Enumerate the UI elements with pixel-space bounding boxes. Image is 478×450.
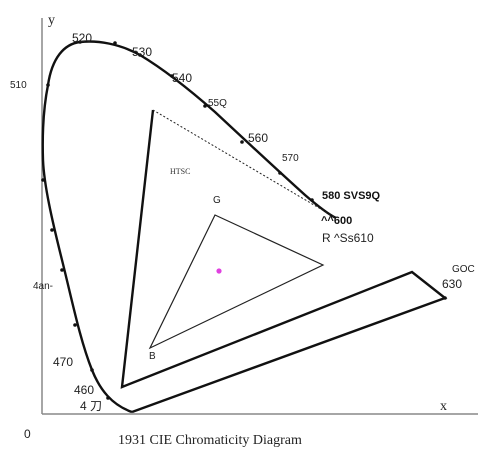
wavelength-450-label: 4 刀 — [80, 399, 102, 413]
diagram-caption: 1931 CIE Chromaticity Diagram — [118, 433, 302, 448]
wavelength-630-label: 630 — [442, 277, 462, 291]
outer-gamut-line — [120, 109, 448, 414]
x-axis-label: x — [440, 399, 447, 414]
wavelength-520-label: 520 — [72, 31, 92, 45]
ntsc-label: HTSC — [170, 167, 190, 176]
wavelength-470-label: 470 — [53, 355, 73, 369]
locus-markers — [41, 40, 447, 400]
ntsc-dashed-edge — [152, 109, 337, 219]
wavelength-600-label: ^^600 — [321, 215, 352, 227]
wavelength-510-label: 510 — [10, 80, 27, 91]
wavelength-530-label: 530 — [132, 45, 152, 59]
wavelength-460-label: 460 — [74, 383, 94, 397]
wavelength-490-label: 4an- — [33, 281, 53, 292]
origin-label: 0 — [24, 427, 31, 441]
wavelength-550-label: 55Q — [208, 98, 227, 109]
goc-label: GOC — [452, 264, 475, 275]
inner-gamut-triangle — [148, 214, 325, 350]
blue-primary-label: B — [149, 351, 156, 362]
wavelength-570-label: 570 — [282, 153, 299, 164]
green-primary-label: G — [213, 195, 221, 206]
spectral-locus — [41, 40, 337, 414]
y-axis-label: y — [48, 13, 55, 28]
white-point — [216, 268, 222, 274]
wavelength-560-label: 560 — [248, 131, 268, 145]
wavelength-540-label: 540 — [172, 71, 192, 85]
wavelength-610-label: R ^Ss610 — [322, 231, 374, 245]
wavelength-580-label: 580 SVS9Q — [322, 190, 381, 202]
